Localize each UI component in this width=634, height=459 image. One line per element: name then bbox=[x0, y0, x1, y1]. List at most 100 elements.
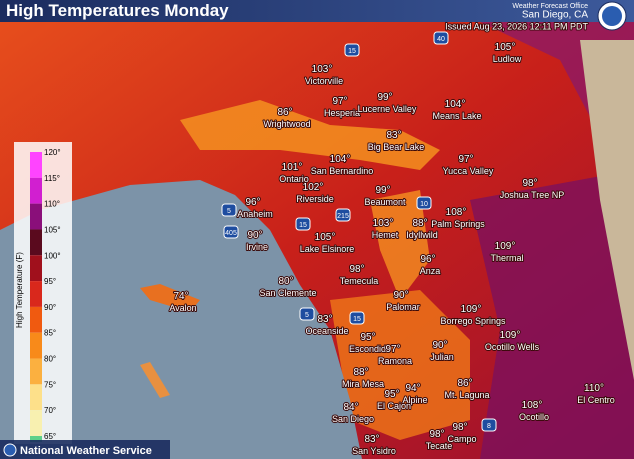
mountains bbox=[180, 100, 440, 170]
island bbox=[140, 362, 170, 398]
place-name: San Clemente bbox=[259, 288, 316, 298]
temperature: 95° bbox=[360, 332, 375, 343]
ocean bbox=[0, 180, 362, 459]
temperature: 83° bbox=[317, 314, 332, 325]
place-name: El Centro bbox=[577, 395, 615, 405]
place-name: Mt. Laguna bbox=[444, 390, 489, 400]
hot-region bbox=[200, 22, 634, 200]
temperature: 98° bbox=[522, 178, 537, 189]
highway-number: 5 bbox=[305, 312, 309, 319]
highway-shield bbox=[416, 196, 432, 210]
highway-number: 15 bbox=[299, 222, 307, 229]
highway-number: 10 bbox=[420, 201, 428, 208]
place-name: Avalon bbox=[169, 303, 196, 313]
place-name: Escondido bbox=[349, 344, 391, 354]
location: San Diego, CA bbox=[522, 10, 588, 21]
place-name: Big Bear Lake bbox=[368, 142, 425, 152]
footer-bar bbox=[0, 440, 170, 459]
footer: National Weather Service bbox=[20, 445, 152, 457]
legend-tick: 85° bbox=[44, 329, 56, 338]
highway-number: 15 bbox=[353, 316, 361, 323]
highway-number: 8 bbox=[487, 423, 491, 430]
place-name: Ocotillo bbox=[519, 412, 549, 422]
place-name: Campo bbox=[447, 434, 476, 444]
temperature: 88° bbox=[412, 218, 427, 229]
temperature: 108° bbox=[446, 207, 467, 218]
legend-title: High Temperature (F) bbox=[15, 252, 24, 328]
highway-shield bbox=[299, 307, 315, 321]
legend-tick: 80° bbox=[44, 355, 56, 364]
nws-logo bbox=[602, 6, 622, 26]
temperature: 86° bbox=[277, 107, 292, 118]
place-name: Lucerne Valley bbox=[358, 104, 417, 114]
legend-tick: 65° bbox=[44, 432, 56, 441]
temperature: 101° bbox=[282, 162, 303, 173]
place-name: Ludlow bbox=[493, 54, 522, 64]
highway-shield bbox=[481, 418, 497, 432]
place-name: Idyllwild bbox=[406, 230, 438, 240]
place-name: Tecate bbox=[426, 441, 453, 451]
temperature: 83° bbox=[386, 130, 401, 141]
temperature: 97° bbox=[385, 344, 400, 355]
legend-swatch bbox=[30, 410, 42, 436]
temperature: 86° bbox=[457, 378, 472, 389]
highway-number: 215 bbox=[337, 213, 349, 220]
highway-shield bbox=[335, 208, 351, 222]
highway-shield bbox=[295, 217, 311, 231]
temperature: 105° bbox=[315, 232, 336, 243]
place-name: San Bernardino bbox=[311, 166, 374, 176]
temperature: 103° bbox=[373, 218, 394, 229]
legend-tick: 95° bbox=[44, 277, 56, 286]
legend-swatch bbox=[30, 358, 42, 385]
legend-swatch bbox=[30, 332, 42, 359]
place-name: Ocotillo Wells bbox=[485, 342, 540, 352]
temperature: 94° bbox=[405, 383, 420, 394]
temperature: 109° bbox=[500, 330, 521, 341]
hot-region bbox=[470, 170, 634, 459]
temperature: 80° bbox=[278, 276, 293, 287]
legend-swatch bbox=[30, 203, 42, 230]
place-name: Thermal bbox=[490, 253, 523, 263]
place-name: Ramona bbox=[378, 356, 412, 366]
temperature: 97° bbox=[458, 154, 473, 165]
legend-tick: 70° bbox=[44, 406, 56, 415]
legend: 120° 115° 110° 105° 100° 95° 90° 85° 80° 75° 70° 65… bbox=[30, 148, 61, 442]
legend-box bbox=[14, 142, 72, 444]
place-name: Temecula bbox=[340, 276, 379, 286]
highway-number: 15 bbox=[348, 48, 356, 55]
temperature: 98° bbox=[429, 429, 444, 440]
temperature: 88° bbox=[353, 367, 368, 378]
temperature: 102° bbox=[303, 182, 324, 193]
highway-number: 40 bbox=[437, 36, 445, 43]
footer-logo bbox=[3, 443, 17, 457]
office: Weather Forecast Office bbox=[512, 3, 588, 10]
place-name: Hemet bbox=[372, 230, 399, 240]
place-name: Irvine bbox=[246, 242, 268, 252]
highway-number: 5 bbox=[227, 208, 231, 215]
temperature: 105° bbox=[495, 42, 516, 53]
places: 105°Ludlow103°Victorville97°Hesperia99°L… bbox=[168, 41, 615, 457]
place-name: Ontario bbox=[279, 174, 309, 184]
place-name: Borrego Springs bbox=[440, 316, 506, 326]
legend-swatch bbox=[30, 306, 42, 333]
place-name: San Ysidro bbox=[352, 446, 396, 456]
legend-swatch bbox=[30, 281, 42, 307]
mountains bbox=[370, 190, 430, 300]
temperature: 90° bbox=[432, 340, 447, 351]
place-name: Mira Mesa bbox=[342, 379, 384, 389]
temperature: 110° bbox=[584, 383, 604, 394]
place-name: Alpine bbox=[402, 395, 427, 405]
place-name: Wrightwood bbox=[263, 119, 310, 129]
mountains bbox=[330, 290, 470, 440]
header-bar bbox=[0, 0, 634, 22]
temperature: 99° bbox=[377, 92, 392, 103]
place-name: Anaheim bbox=[237, 209, 273, 219]
highways: 40 15 15 215 10 5 405 5 15 8 bbox=[221, 31, 497, 432]
place-name: Beaumont bbox=[364, 197, 406, 207]
legend-swatch bbox=[30, 177, 42, 204]
legend-tick: 75° bbox=[44, 380, 56, 389]
temperature: 103° bbox=[312, 64, 333, 75]
legend-tick: 90° bbox=[44, 303, 56, 312]
highway-shield bbox=[223, 225, 239, 239]
highway-shield bbox=[221, 203, 237, 217]
